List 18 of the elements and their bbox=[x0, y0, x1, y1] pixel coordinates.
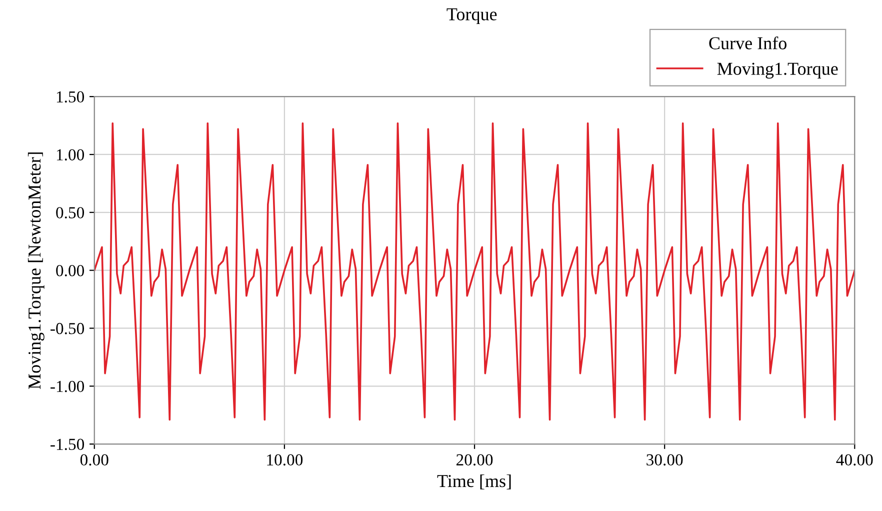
y-tick-label: 1.50 bbox=[56, 91, 84, 103]
y-tick-label: -0.50 bbox=[50, 322, 84, 334]
y-tick-label: 0.50 bbox=[56, 207, 84, 218]
y-tick-label: -1.00 bbox=[50, 380, 84, 392]
x-tick-label: 40.00 bbox=[836, 454, 873, 466]
legend-title: Curve Info bbox=[709, 36, 786, 50]
line-series bbox=[94, 122, 855, 421]
legend-label: Moving1.Torque bbox=[717, 62, 838, 79]
x-tick-label: 20.00 bbox=[456, 454, 493, 466]
x-tick-label: 0.00 bbox=[80, 454, 108, 466]
chart-title: Torque bbox=[446, 8, 497, 24]
y-tick-label: 1.00 bbox=[56, 149, 84, 161]
x-axis-title: Time [ms] bbox=[437, 474, 511, 490]
x-tick-label: 10.00 bbox=[267, 454, 303, 466]
y-tick-label: 0.00 bbox=[56, 265, 84, 276]
y-tick-label: -1.50 bbox=[50, 438, 84, 450]
x-tick-label: 30.00 bbox=[646, 454, 683, 466]
y-axis-title: Moving1.Torque [NewtonMeter] bbox=[28, 152, 44, 390]
